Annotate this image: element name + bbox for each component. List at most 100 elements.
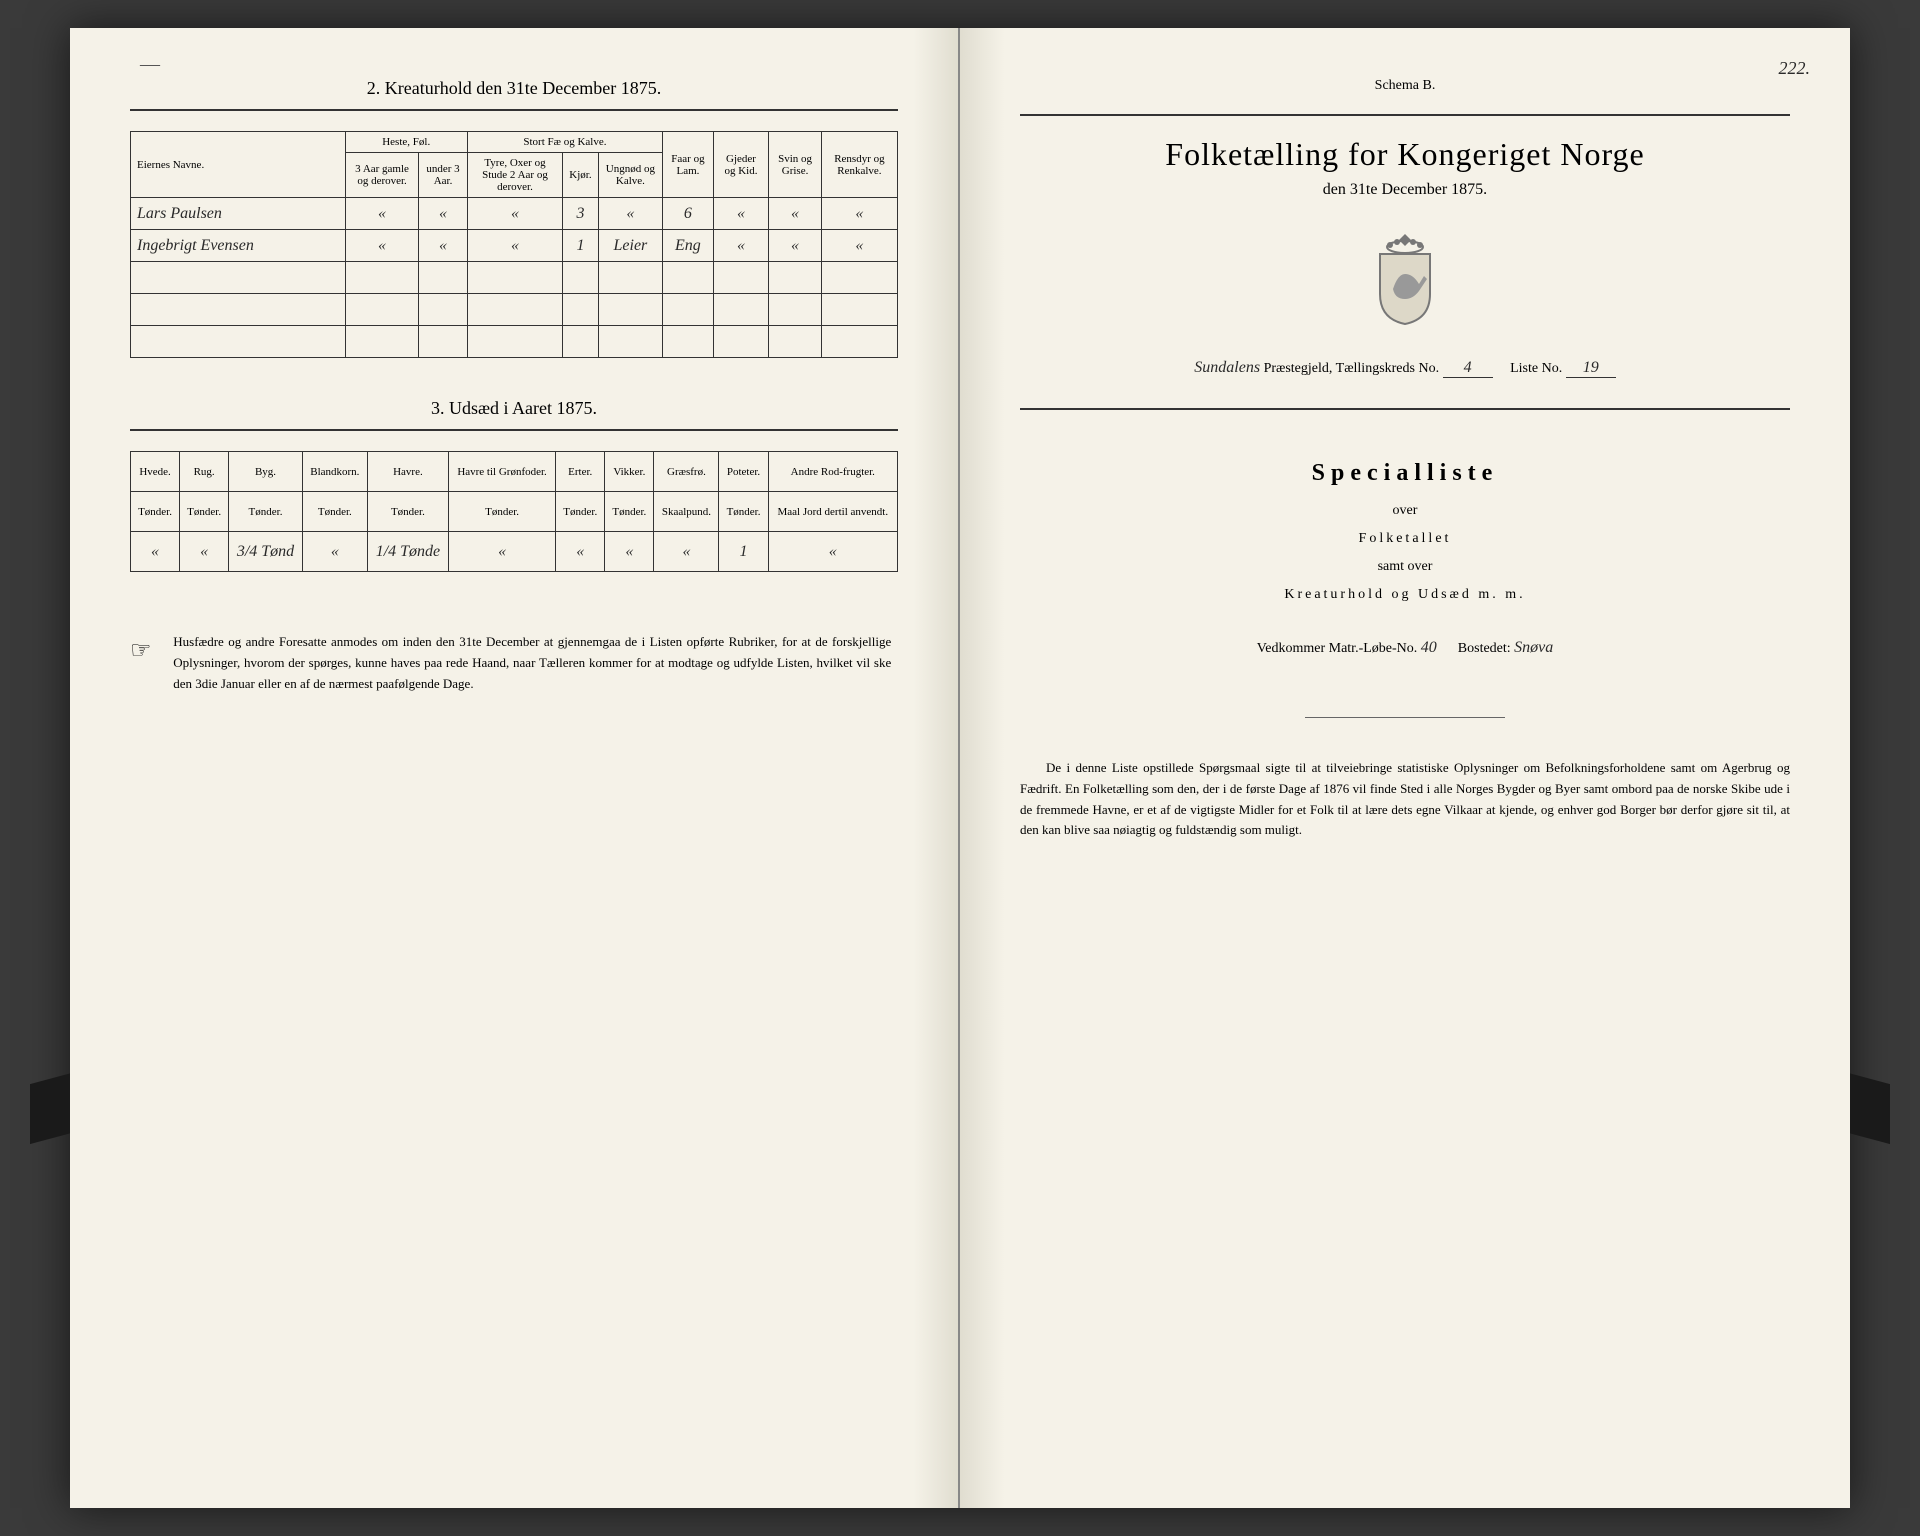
th-sub: Tønder. (556, 492, 605, 532)
bostedet-value: Snøva (1514, 639, 1553, 656)
table-row: Lars Paulsen « « « 3 « 6 « « « (131, 198, 898, 230)
cell: « (821, 230, 897, 262)
rule (1020, 114, 1790, 116)
right-page: 222. Schema B. Folketælling for Kongerig… (960, 28, 1850, 1508)
th-sub: Tønder. (131, 492, 180, 532)
th-fae-c: Ungnød og Kalve. (598, 153, 663, 198)
matr-label: Vedkommer Matr.-Løbe-No. (1257, 641, 1418, 656)
cell: « (419, 230, 467, 262)
line-over: over (1020, 497, 1790, 525)
sub-lines: over Folketallet samt over Kreaturhold o… (1020, 497, 1790, 609)
cell: « (180, 532, 229, 572)
cell-owner: Ingebrigt Evensen (131, 230, 346, 262)
liste-label: Liste No. (1510, 361, 1562, 376)
th-sub: Tønder. (719, 492, 768, 532)
th-fae-group: Stort Fæ og Kalve. (467, 132, 663, 153)
subtitle: den 31te December 1875. (1020, 181, 1790, 199)
th-owner: Eiernes Navne. (131, 132, 346, 198)
cell: « (769, 198, 822, 230)
th-gjeder: Gjeder og Kid. (713, 132, 769, 198)
page-number: 222. (1779, 58, 1811, 79)
cell: « (302, 532, 367, 572)
th-sub: Tønder. (448, 492, 555, 532)
cell: « (419, 198, 467, 230)
top-mark: — (140, 53, 160, 76)
th: Havre til Grønfoder. (448, 452, 555, 492)
table-row-empty (131, 294, 898, 326)
th: Hvede. (131, 452, 180, 492)
cell: « (448, 532, 555, 572)
th-ren: Rensdyr og Renkalve. (821, 132, 897, 198)
line-folketallet: Folketallet (1020, 525, 1790, 553)
liste-number: 19 (1566, 359, 1616, 378)
cell: « (131, 532, 180, 572)
cell: « (467, 230, 563, 262)
bostedet-label: Bostedet: (1458, 641, 1511, 656)
specialliste-title: Specialliste (1020, 460, 1790, 487)
cell: « (654, 532, 719, 572)
divider (1305, 717, 1505, 718)
schema-label: Schema B. (1020, 78, 1790, 94)
section-2-title: 2. Kreaturhold den 31te December 1875. (130, 78, 898, 99)
th-heste-group: Heste, Føl. (345, 132, 467, 153)
cell: 3/4 Tønd (229, 532, 303, 572)
cell: « (769, 230, 822, 262)
parish-prefix: Sundalens (1194, 359, 1260, 376)
parish-label: Præstegjeld, Tællingskreds No. (1264, 361, 1440, 376)
section-3-title: 3. Udsæd i Aaret 1875. (130, 398, 898, 419)
th: Poteter. (719, 452, 768, 492)
cell: 1 (563, 230, 598, 262)
table-row-empty (131, 326, 898, 358)
th-fae-a: Tyre, Oxer og Stude 2 Aar og derover. (467, 153, 563, 198)
th: Havre. (367, 452, 448, 492)
body-paragraph: De i denne Liste opstillede Spørgsmaal s… (1020, 758, 1790, 841)
main-title: Folketælling for Kongeriget Norge (1020, 136, 1790, 173)
th-sub: Skaalpund. (654, 492, 719, 532)
matr-number: 40 (1421, 639, 1437, 656)
th-heste-a: 3 Aar gamle og derover. (345, 153, 419, 198)
th: Rug. (180, 452, 229, 492)
book-spread: — 2. Kreaturhold den 31te December 1875.… (70, 28, 1850, 1508)
th-sub: Tønder. (229, 492, 303, 532)
pointing-hand-icon: ☞ (130, 632, 170, 670)
line-samt: samt over (1020, 553, 1790, 581)
cell: « (713, 230, 769, 262)
th: Andre Rod-frugter. (768, 452, 897, 492)
table-udsaed: Hvede. Rug. Byg. Blandkorn. Havre. Havre… (130, 451, 898, 572)
notice-text: Husfædre og andre Foresatte anmodes om i… (173, 632, 891, 694)
rule (130, 429, 898, 431)
cell: Leier (598, 230, 663, 262)
cell: « (768, 532, 897, 572)
th-faar: Faar og Lam. (663, 132, 714, 198)
table-row-empty (131, 262, 898, 294)
table-row: « « 3/4 Tønd « 1/4 Tønde « « « « 1 « (131, 532, 898, 572)
cell: « (345, 230, 419, 262)
th: Erter. (556, 452, 605, 492)
cell: « (821, 198, 897, 230)
rule (1020, 408, 1790, 410)
table-row: Ingebrigt Evensen « « « 1 Leier Eng « « … (131, 230, 898, 262)
th-sub: Tønder. (302, 492, 367, 532)
cell: Eng (663, 230, 714, 262)
th: Græsfrø. (654, 452, 719, 492)
left-page: — 2. Kreaturhold den 31te December 1875.… (70, 28, 960, 1508)
coat-of-arms-icon (1365, 229, 1445, 329)
th: Byg. (229, 452, 303, 492)
cell: 1/4 Tønde (367, 532, 448, 572)
cell: « (598, 198, 663, 230)
th-sub: Maal Jord dertil anvendt. (768, 492, 897, 532)
th-svin: Svin og Grise. (769, 132, 822, 198)
th-sub: Tønder. (367, 492, 448, 532)
line-kreatur: Kreaturhold og Udsæd m. m. (1020, 581, 1790, 609)
table-kreaturhold: Eiernes Navne. Heste, Føl. Stort Fæ og K… (130, 131, 898, 358)
cell-owner: Lars Paulsen (131, 198, 346, 230)
parish-line: Sundalens Præstegjeld, Tællingskreds No.… (1020, 359, 1790, 378)
cell: « (467, 198, 563, 230)
matr-line: Vedkommer Matr.-Løbe-No. 40 Bostedet: Sn… (1020, 639, 1790, 657)
rule (130, 109, 898, 111)
cell: « (713, 198, 769, 230)
cell: 6 (663, 198, 714, 230)
cell: 3 (563, 198, 598, 230)
cell: « (556, 532, 605, 572)
cell: « (345, 198, 419, 230)
